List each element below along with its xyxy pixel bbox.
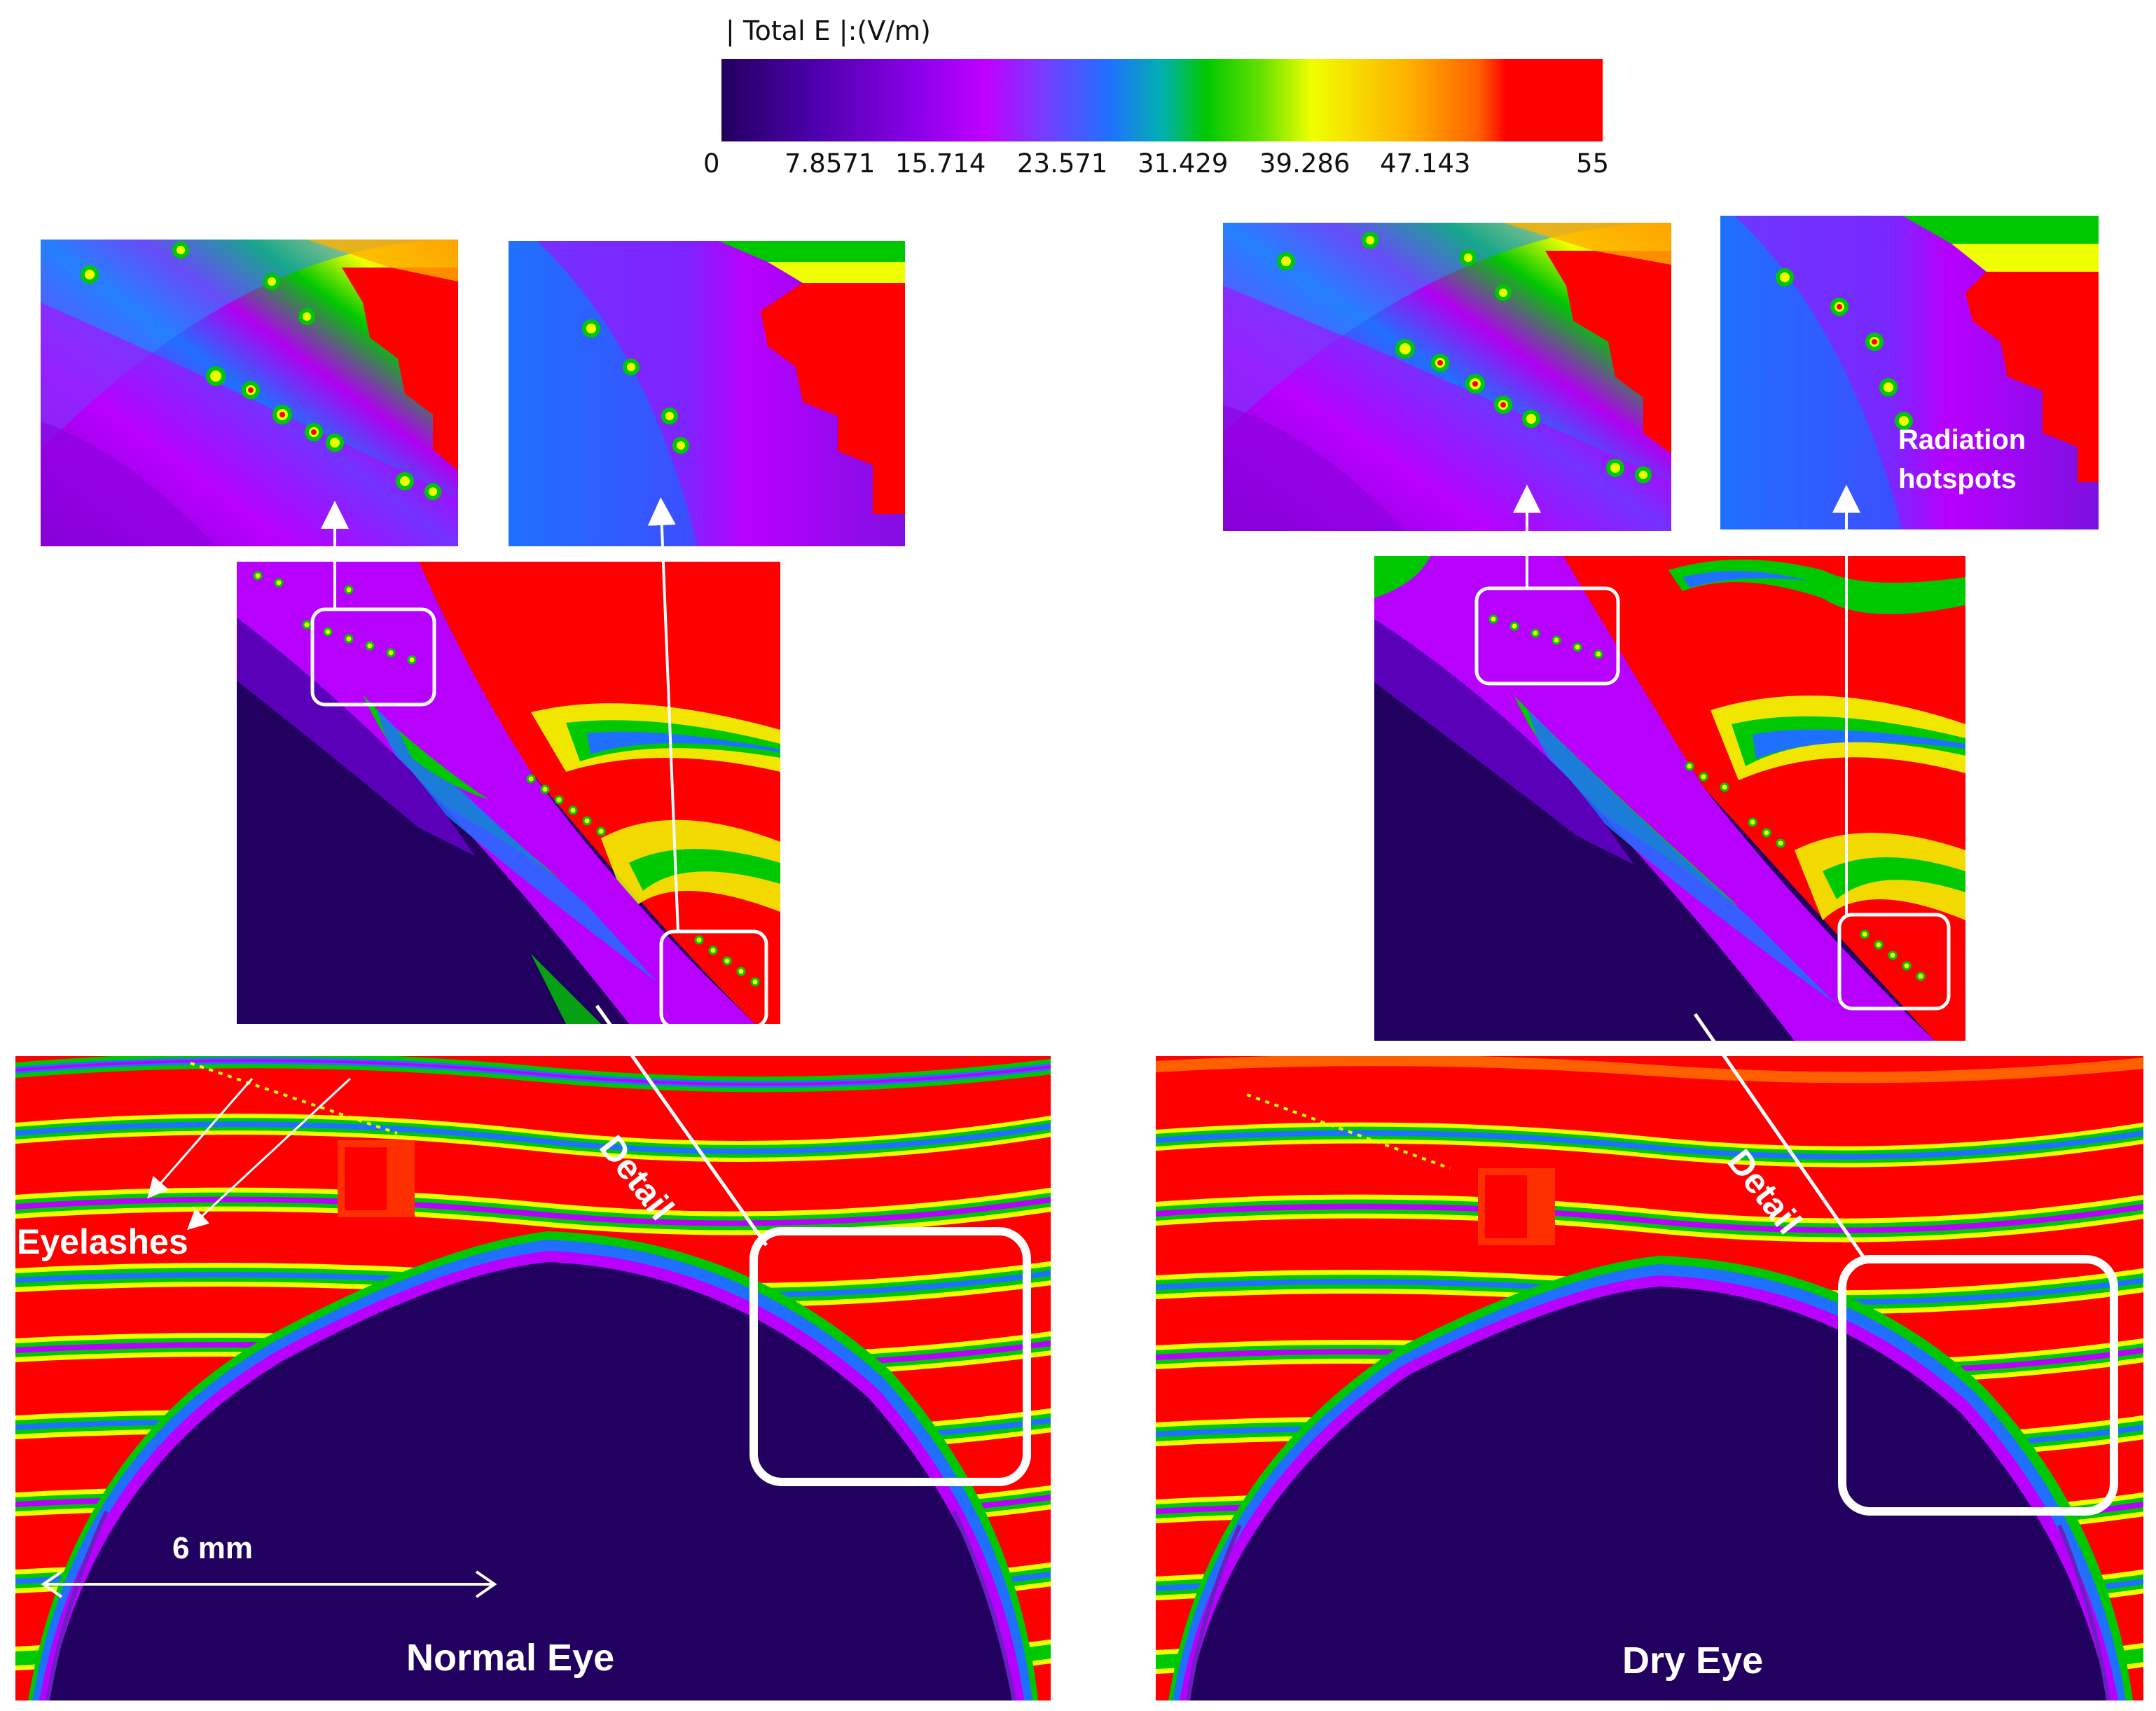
colorbar-tick-3: 23.571 — [1017, 148, 1108, 179]
normal-eye-label: Normal Eye — [406, 1637, 615, 1679]
colorbar-title: | Total E |:(V/m) — [726, 15, 931, 46]
colorbar-tick-1: 7.8571 — [785, 148, 876, 179]
dry-eye-label: Dry Eye — [1622, 1640, 1764, 1682]
eyelashes-label: Eyelashes — [17, 1222, 188, 1261]
normal-zoom-panel-lower — [509, 241, 905, 546]
dry-eye-panel — [1156, 1056, 2143, 1700]
colorbar-tick-7: 55 — [1576, 148, 1610, 179]
dry-zoom-panel-lower — [1720, 216, 2099, 529]
colorbar-tick-5: 39.286 — [1259, 148, 1350, 179]
hotspots-label-line2: hotspots — [1898, 464, 2017, 494]
normal-detail-panel — [237, 562, 780, 1024]
colorbar-tick-4: 31.429 — [1138, 148, 1229, 179]
colorbar-tick-6: 47.143 — [1380, 148, 1471, 179]
dry-zoom-panel-upper — [1223, 223, 1671, 531]
colorbar-tick-0: 0 — [703, 148, 720, 179]
hotspots-label-line1: Radiation — [1898, 424, 2026, 455]
dry-detail-panel — [1374, 556, 1965, 1041]
normal-zoom-panel-upper — [41, 240, 458, 546]
scale-label: 6 mm — [172, 1531, 253, 1565]
normal-eye-panel — [15, 1056, 1051, 1700]
colorbar-gradient — [721, 59, 1603, 141]
colorbar-tick-2: 15.714 — [895, 148, 986, 179]
